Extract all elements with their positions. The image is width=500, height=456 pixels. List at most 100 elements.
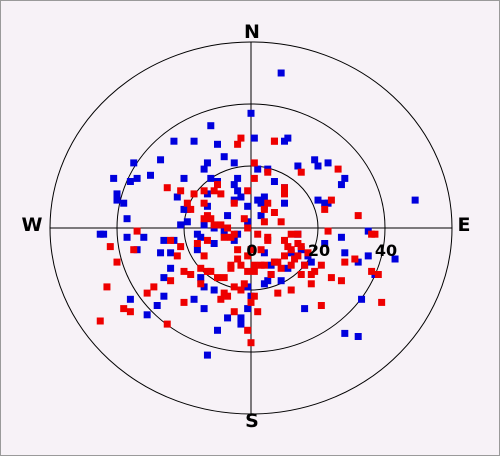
data-point-series-1	[224, 212, 232, 220]
data-point-series-2	[167, 236, 175, 244]
data-point-series-2	[247, 298, 255, 306]
data-point-series-2	[163, 184, 171, 192]
data-point-series-2	[260, 261, 268, 269]
data-point-series-2	[354, 212, 362, 220]
data-point-series-1	[337, 233, 345, 241]
data-point-series-2	[304, 249, 312, 257]
data-point-series-2	[244, 252, 252, 260]
data-point-series-1	[126, 295, 134, 303]
data-point-series-1	[237, 320, 245, 328]
data-point-series-1	[210, 240, 218, 247]
data-point-series-2	[240, 280, 248, 288]
data-point-series-2	[230, 283, 238, 291]
data-point-series-1	[190, 295, 198, 303]
data-point-series-2	[207, 215, 215, 223]
data-point-series-2	[281, 236, 288, 244]
data-point-series-2	[270, 258, 278, 266]
data-point-series-1	[113, 196, 121, 204]
data-point-series-1	[230, 159, 238, 167]
data-point-series-2	[351, 255, 359, 263]
data-point-series-1	[170, 137, 178, 145]
data-point-series-1	[260, 193, 268, 201]
data-point-series-1	[324, 159, 332, 167]
data-point-series-1	[294, 162, 302, 170]
data-point-series-1	[364, 252, 372, 260]
data-point-series-1	[281, 199, 288, 207]
data-point-series-2	[337, 277, 345, 285]
data-point-series-1	[203, 159, 211, 167]
data-point-series-2	[237, 286, 245, 294]
data-point-series-2	[254, 230, 262, 238]
data-point-series-1	[197, 274, 205, 282]
data-point-series-1	[257, 212, 265, 220]
radial-tick-label: 20	[308, 241, 330, 260]
data-point-series-1	[113, 190, 121, 198]
data-point-series-1	[140, 233, 148, 241]
data-point-series-2	[230, 199, 238, 207]
data-point-series-2	[274, 289, 282, 297]
data-point-series-2	[173, 252, 181, 260]
data-point-series-1	[311, 156, 319, 164]
data-point-series-1	[234, 174, 242, 182]
data-point-series-1	[157, 249, 165, 257]
data-point-series-2	[234, 140, 242, 148]
data-point-series-2	[378, 298, 386, 306]
data-point-series-2	[217, 295, 225, 303]
data-point-series-1	[237, 193, 245, 201]
data-point-series-2	[324, 227, 332, 235]
data-point-series-1	[167, 264, 175, 272]
data-point-series-1	[160, 274, 168, 282]
data-point-series-2	[250, 292, 258, 300]
data-point-series-2	[247, 339, 255, 347]
data-point-series-2	[264, 168, 272, 176]
data-point-series-2	[187, 271, 195, 278]
data-point-series-2	[183, 199, 191, 207]
data-point-series-2	[297, 243, 305, 251]
data-point-series-2	[214, 274, 221, 282]
data-point-series-2	[200, 199, 208, 207]
data-point-series-2	[150, 283, 158, 291]
data-point-series-2	[341, 258, 349, 266]
data-point-series-1	[277, 277, 285, 285]
data-point-series-2	[217, 190, 225, 198]
data-point-series-2	[220, 274, 228, 282]
data-point-series-2	[203, 236, 211, 244]
data-point-series-2	[214, 181, 221, 189]
data-point-series-1	[254, 165, 262, 173]
data-point-series-2	[224, 292, 232, 300]
data-point-series-2	[368, 267, 376, 275]
data-point-series-1	[167, 249, 175, 257]
data-point-series-1	[244, 202, 252, 210]
data-point-series-1	[314, 162, 322, 170]
data-point-series-1	[160, 236, 168, 244]
data-point-series-1	[207, 174, 215, 182]
data-point-series-1	[354, 333, 362, 340]
data-point-series-2	[297, 271, 305, 278]
data-point-series-2	[200, 252, 208, 260]
data-point-series-2	[260, 218, 268, 226]
data-point-series-2	[126, 308, 134, 316]
data-point-series-2	[321, 205, 329, 213]
north-label: N	[244, 21, 260, 43]
data-point-series-2	[257, 246, 265, 254]
data-point-series-2	[307, 280, 315, 288]
data-point-series-2	[250, 267, 258, 275]
data-point-series-1	[337, 181, 345, 189]
data-point-series-1	[281, 137, 288, 145]
data-point-series-1	[234, 187, 242, 195]
data-point-series-1	[224, 314, 232, 322]
data-point-series-2	[103, 283, 111, 291]
data-point-series-2	[244, 267, 252, 275]
data-point-series-2	[327, 196, 335, 204]
data-point-series-1	[214, 326, 221, 334]
data-point-series-1	[200, 221, 208, 229]
data-point-series-2	[197, 264, 205, 272]
data-point-series-1	[147, 171, 154, 179]
data-point-series-2	[130, 246, 138, 254]
data-point-series-2	[96, 317, 104, 325]
data-point-series-2	[281, 184, 288, 192]
data-point-series-2	[177, 243, 185, 251]
data-point-series-1	[341, 329, 349, 337]
data-point-series-2	[270, 209, 278, 216]
